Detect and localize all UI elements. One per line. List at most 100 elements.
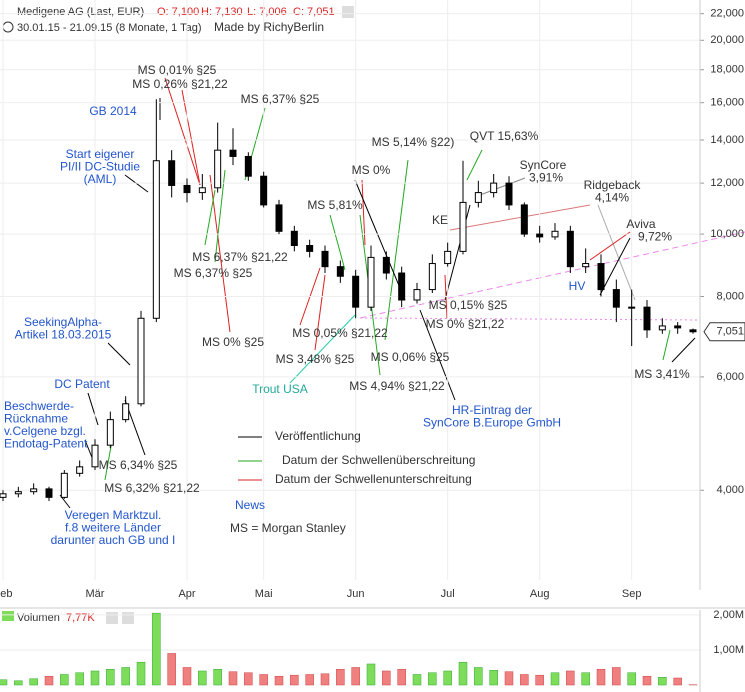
- volume-bar: [642, 675, 652, 686]
- annotation: Trout USA: [252, 382, 308, 396]
- annotation: Ridgeback: [584, 178, 642, 192]
- y-tick-label: 10,000: [710, 228, 744, 240]
- legend-label: Datum der Schwellenunterschreitung: [275, 472, 472, 486]
- volume-bar: [14, 680, 23, 686]
- ohlc-low: L: 7,006: [247, 6, 287, 18]
- candle-body: [122, 403, 130, 421]
- annotation: Aviva: [626, 217, 655, 231]
- candle-body: [413, 289, 421, 301]
- annotation: MS 0,06% §25: [371, 350, 450, 364]
- volume-bar: [673, 677, 682, 686]
- x-tick-label: Mär: [86, 588, 105, 600]
- volume-bar: [0, 679, 8, 686]
- candle-body: [306, 245, 314, 252]
- volume-bar: [259, 674, 268, 686]
- annotation: MS 0,01% §25: [138, 63, 217, 77]
- volume-bar: [75, 672, 84, 686]
- annotation: MS 0,26% §21,22: [132, 77, 228, 91]
- x-tick-label: Feb: [0, 588, 12, 600]
- y-tick-label: 6,000: [716, 371, 744, 383]
- candle-body: [582, 263, 590, 268]
- candle-body: [382, 256, 390, 274]
- annotation: Beschwerde-: [4, 399, 74, 413]
- candle-body: [229, 149, 237, 157]
- volume-bar: [60, 674, 69, 686]
- annotation: (AML): [84, 172, 117, 186]
- annotation: QVT 15,63%: [470, 129, 539, 143]
- annotation: MS 3,41%: [634, 367, 690, 381]
- volume-bar: [658, 677, 667, 686]
- annotation: Artikel 18.03.2015: [15, 328, 112, 342]
- candle-body: [260, 175, 268, 206]
- annotation: PI/II DC-Studie: [60, 160, 140, 174]
- y-tick-label: 12,000: [710, 177, 744, 189]
- candle-body: [321, 250, 329, 268]
- annotation: DC Patent: [54, 377, 110, 391]
- y-tick-label: 14,000: [710, 134, 744, 146]
- volume-bar: [351, 667, 360, 686]
- annotation: MS 6,37% §21,22: [192, 250, 288, 264]
- volume-bar: [504, 671, 514, 686]
- volume-bar: [412, 674, 422, 686]
- annotation: MS 5,81%: [307, 198, 363, 212]
- volume-bar: [44, 675, 54, 686]
- candle-body: [45, 488, 53, 498]
- volume-settings[interactable]: [106, 612, 118, 624]
- annotation: HV: [569, 279, 586, 293]
- volume-bar: [228, 671, 238, 686]
- volume-bar: [596, 668, 606, 686]
- chart-title: Medigene AG (Last, EUR): [17, 6, 144, 18]
- annotation: Start eigener: [66, 147, 135, 161]
- candle-body: [597, 263, 605, 291]
- volume-bar: [520, 674, 529, 686]
- volume-bar: [198, 670, 207, 686]
- volume-bar: [535, 674, 544, 686]
- y-tick-label: 20,000: [710, 34, 744, 46]
- candle-body: [76, 466, 84, 474]
- candle-body: [628, 306, 636, 309]
- annotation: MS 0,05% §21,22: [292, 326, 388, 340]
- x-tick-label: Jun: [347, 588, 365, 600]
- annotation: v.Celgene bzgl.: [4, 424, 86, 438]
- candle-body: [152, 160, 160, 319]
- candle-body: [674, 325, 682, 329]
- volume-bar: [550, 672, 560, 686]
- annotation: MS 6,37% §25: [174, 266, 253, 280]
- x-tick-label: Mai: [255, 588, 273, 600]
- candle-body: [290, 230, 298, 247]
- candle-body: [183, 184, 191, 194]
- annotation: SynCore: [520, 158, 567, 172]
- annotation: MS 6,32% §21,22: [104, 481, 200, 495]
- candle-body: [137, 317, 145, 405]
- volume-bar: [489, 670, 498, 686]
- candle-body: [336, 266, 344, 277]
- volume-bar: [305, 674, 314, 686]
- volume-bar: [121, 667, 130, 686]
- volume-bar: [581, 672, 590, 686]
- ohlc-high: H: 7,130: [201, 6, 243, 18]
- volume-close[interactable]: [122, 612, 134, 624]
- annotation: MS 0,15% §25: [429, 298, 508, 312]
- volume-bar: [612, 667, 621, 686]
- candle-body: [505, 182, 513, 206]
- volume-bar: [290, 674, 299, 686]
- candle-body: [536, 233, 544, 238]
- annotation: Endotag-Patent: [4, 437, 88, 451]
- volume-bar: [443, 670, 452, 686]
- annotation: Rücknahme: [4, 412, 68, 426]
- annotation: MS 0%: [352, 163, 391, 177]
- volume-bar: [366, 663, 376, 686]
- settings-button[interactable]: [342, 6, 354, 18]
- volume-bar: [90, 670, 100, 686]
- ohlc-open: O: 7,100: [157, 6, 199, 18]
- volume-bar: [336, 668, 345, 686]
- candle-body: [367, 256, 375, 308]
- volume-bar: [566, 670, 575, 686]
- candle-body: [0, 493, 7, 498]
- last-price-box: [703, 322, 745, 342]
- y-tick-label: 2,00M: [713, 609, 744, 621]
- x-tick-label: Aug: [530, 588, 550, 600]
- candle-body: [106, 419, 114, 446]
- annotation: MS 0% §25: [202, 335, 264, 349]
- candle-body: [214, 149, 222, 189]
